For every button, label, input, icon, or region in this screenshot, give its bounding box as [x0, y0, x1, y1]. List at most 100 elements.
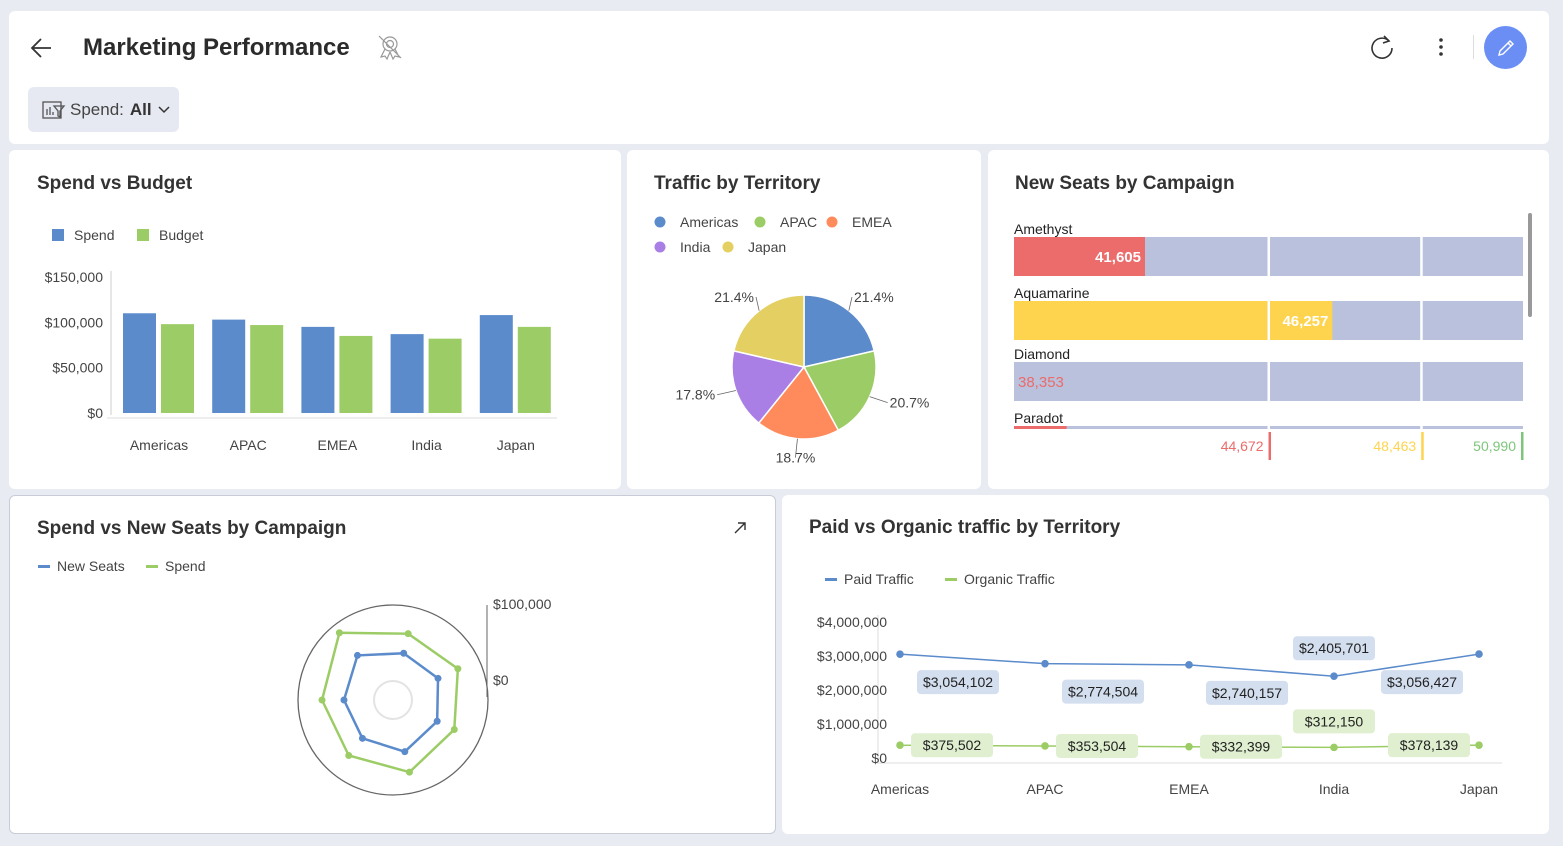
more-vert-icon[interactable] [1427, 33, 1455, 61]
radar-point [434, 674, 442, 682]
legend-label: Japan [748, 239, 786, 255]
radar-series-0 [342, 651, 440, 754]
legend-item-new-seats[interactable]: New Seats [38, 558, 125, 574]
radar-point [345, 751, 353, 759]
x-tick-label: EMEA [1169, 781, 1209, 797]
data-label: $3,054,102 [923, 674, 993, 690]
legend-item-spend[interactable]: Spend [146, 558, 205, 574]
campaign-label: Paradot [1014, 410, 1063, 426]
pie-leader-line [717, 390, 737, 396]
legend-label: India [680, 239, 711, 255]
spend-vs-budget-card[interactable]: Spend vs Budget Spend Budget $0 $50,000 $1… [9, 150, 621, 489]
bar-budget [517, 326, 551, 413]
certified-off-icon[interactable] [374, 32, 406, 64]
pie-leader-line [795, 438, 798, 458]
paid-vs-organic-card[interactable]: Paid vs Organic traffic by Territory Pai… [782, 495, 1549, 834]
line-point [1330, 672, 1338, 681]
legend-label: Americas [680, 214, 738, 230]
threshold-gap [1267, 362, 1271, 401]
x-tick-label: APAC [1026, 781, 1063, 797]
refresh-icon[interactable] [1366, 31, 1398, 63]
y-tick-label: $50,000 [52, 360, 103, 376]
line-point [1475, 741, 1483, 749]
x-tick-label: India [1319, 781, 1350, 797]
bar-spend [390, 334, 424, 413]
spend-vs-new-seats-card[interactable]: Spend vs New Seats by Campaign New Seats… [9, 495, 776, 834]
bullet-bar [1014, 426, 1067, 429]
pie-leader-line [869, 396, 888, 404]
expand-icon[interactable] [728, 516, 752, 540]
radar-point [401, 748, 409, 756]
legend-label: Budget [159, 227, 204, 243]
x-tick-label: India [411, 437, 442, 453]
data-label: $3,056,427 [1387, 674, 1457, 690]
radar-point [404, 630, 412, 638]
legend-dot [826, 216, 838, 228]
radar-point [318, 696, 326, 704]
legend-item-budget[interactable]: Budget [137, 227, 203, 243]
data-label-bg [1056, 733, 1138, 758]
scrollbar[interactable] [1528, 213, 1532, 317]
radar-point [335, 629, 343, 637]
pie-leader-line [755, 296, 760, 311]
radar-inner-ring [373, 680, 413, 720]
card-title: Spend vs Budget [37, 173, 193, 194]
data-label: $353,504 [1068, 738, 1127, 754]
legend-item-spend[interactable]: Spend [52, 227, 114, 243]
campaign-label: Aquamarine [1014, 285, 1090, 301]
pie-label: 17.8% [675, 387, 715, 403]
y-tick-label: $0 [871, 750, 887, 766]
threshold-marker [1421, 432, 1424, 460]
x-tick-label: Japan [1460, 781, 1498, 797]
back-arrow-icon[interactable] [27, 33, 57, 63]
x-tick-label: Americas [130, 437, 188, 453]
legend-label: EMEA [852, 214, 892, 230]
y-tick-label: $0 [87, 405, 103, 421]
bar-budget [339, 335, 373, 413]
traffic-by-territory-card[interactable]: Traffic by Territory Americas APAC EMEA Ind… [627, 150, 981, 489]
data-label: $332,399 [1212, 739, 1271, 755]
line-chart: $0 $1,000,000 $2,000,000 $3,000,000 $4,000,0… [817, 614, 1502, 797]
card-title: Traffic by Territory [654, 173, 821, 194]
radar-tick-label: $100,000 [493, 596, 552, 612]
legend-label: Spend [165, 558, 206, 574]
legend-dot [654, 216, 666, 228]
threshold-marker [1521, 432, 1524, 460]
legend-label: APAC [780, 214, 817, 230]
y-tick-label: $3,000,000 [817, 648, 887, 664]
threshold-label: 50,990 [1473, 438, 1516, 454]
bar-budget [161, 324, 194, 413]
chevron-down-icon [158, 105, 170, 113]
data-label-bg [1062, 679, 1144, 704]
line-point [1330, 743, 1338, 752]
bullet-value-label: 38,353 [1018, 374, 1064, 391]
data-label: $375,502 [923, 737, 982, 753]
new-seats-card[interactable]: New Seats by Campaign Amethyst 41,605 Aqua… [988, 150, 1549, 489]
pie-label: 20.7% [890, 395, 930, 411]
legend-item-paid[interactable]: Paid Traffic [825, 571, 914, 587]
radar-point [454, 665, 462, 673]
x-tick-label: Americas [871, 781, 929, 797]
radar-series-1 [320, 631, 460, 774]
pie-slice-japan [732, 294, 805, 368]
radar-point [340, 696, 348, 704]
radar-point [400, 649, 408, 657]
data-label: $2,774,504 [1068, 684, 1138, 700]
data-label-bg [1293, 636, 1375, 661]
data-label-bg [1206, 680, 1288, 705]
campaign-label: Amethyst [1014, 221, 1072, 237]
data-label: $312,150 [1305, 713, 1364, 729]
spend-filter-button[interactable]: Spend: All [28, 87, 179, 132]
bar-budget [250, 325, 284, 413]
data-label-bg [1200, 734, 1282, 759]
header-divider [1473, 35, 1474, 59]
pie-label: 21.4% [854, 289, 894, 305]
line-point [1185, 742, 1193, 751]
line-point [1041, 742, 1049, 750]
data-label-bg [917, 670, 999, 695]
legend-item-organic[interactable]: Organic Traffic [945, 571, 1055, 587]
pie-leader-line [848, 296, 853, 311]
edit-button[interactable] [1484, 26, 1527, 69]
bar-chart: $0 $50,000 $100,000 $150,000 Americas APAC EME… [45, 269, 557, 453]
x-tick-label: EMEA [318, 437, 358, 453]
